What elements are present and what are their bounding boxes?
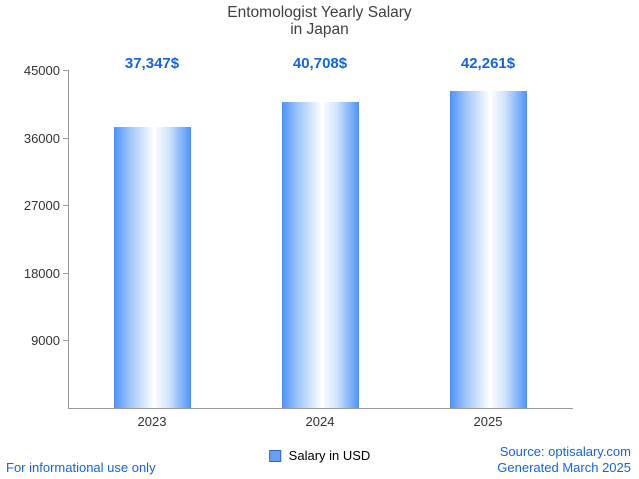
chart-subtitle: in Japan (290, 21, 349, 38)
legend: Salary in USD (268, 448, 371, 463)
bar-value-label: 37,347$ (124, 55, 180, 72)
y-tick-label: 18000 (23, 265, 60, 281)
y-tick-mark (63, 272, 68, 274)
bar (449, 90, 527, 408)
y-tick-mark (63, 205, 68, 207)
bar-value-label: 40,708$ (292, 55, 348, 72)
y-tick-mark (63, 340, 68, 342)
x-tick-label: 2023 (137, 414, 167, 429)
disclaimer-text: For informational use only (6, 460, 156, 475)
generated-text: Generated March 2025 (497, 460, 631, 475)
bar (113, 127, 191, 408)
source-text: Source: optisalary.com (499, 444, 631, 459)
y-tick-mark (63, 70, 68, 71)
x-tick-label: 2024 (305, 414, 335, 429)
source-block: Source: optisalary.com Generated March 2… (497, 444, 631, 476)
legend-swatch-icon (268, 449, 281, 462)
legend-label: Salary in USD (288, 448, 371, 463)
bar-value-label: 42,261$ (460, 55, 516, 72)
y-tick-label: 9000 (31, 333, 60, 349)
x-axis-line (68, 408, 573, 409)
y-tick-mark (63, 137, 68, 139)
bar (281, 102, 359, 408)
y-tick-label: 27000 (23, 198, 60, 214)
y-axis-line (68, 70, 69, 408)
chart-title: Entomologist Yearly Salary (227, 4, 412, 21)
y-tick-label: 36000 (23, 130, 60, 146)
x-tick-label: 2025 (473, 414, 503, 429)
y-tick-label: 45000 (23, 63, 60, 78)
